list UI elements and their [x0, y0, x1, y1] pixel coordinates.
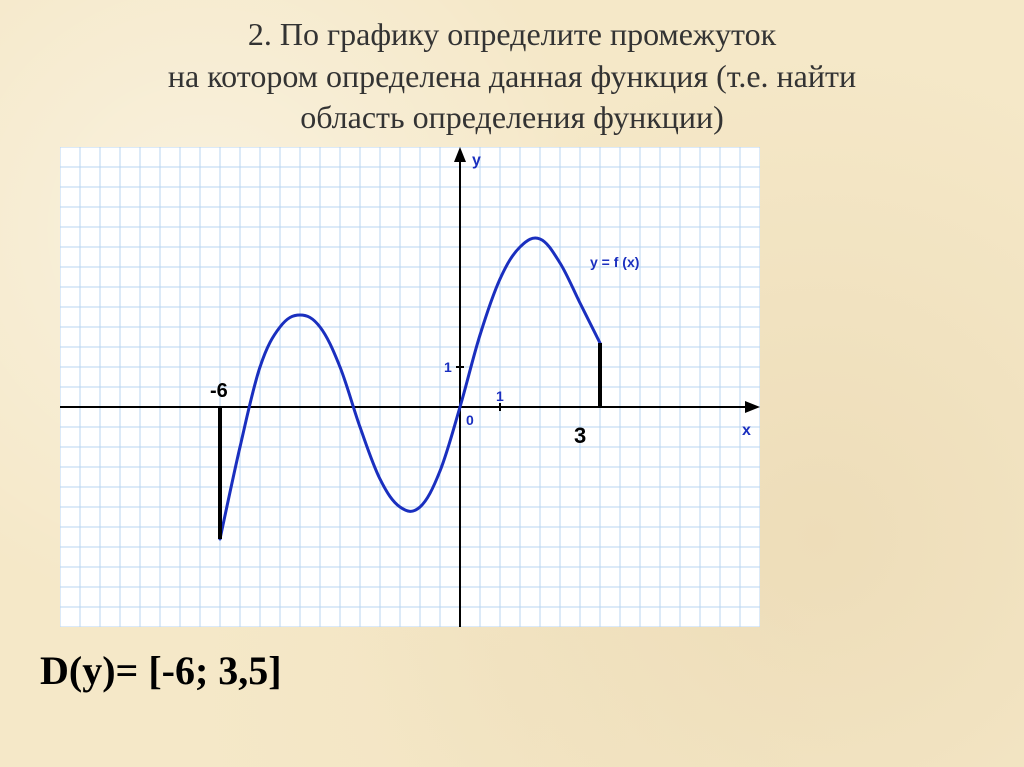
- svg-text:3: 3: [574, 423, 586, 448]
- svg-text:1: 1: [444, 359, 452, 375]
- title-line-3: область определения функции): [300, 99, 724, 135]
- function-chart: y x 0 1 1 -6 3 y = f (x): [60, 147, 760, 627]
- svg-text:1: 1: [496, 388, 504, 404]
- title-line-1: 2. По графику определите промежуток: [248, 16, 776, 52]
- svg-text:y = f (x): y = f (x): [590, 254, 639, 270]
- question-title: 2. По графику определите промежуток на к…: [0, 0, 1024, 147]
- svg-text:0: 0: [466, 412, 474, 428]
- svg-text:x: x: [742, 422, 751, 439]
- answer-text: D(y)= [-6; 3,5]: [0, 647, 1024, 694]
- svg-text:y: y: [472, 152, 481, 169]
- svg-text:-6: -6: [210, 380, 228, 402]
- chart-container: y x 0 1 1 -6 3 y = f (x): [60, 147, 760, 627]
- title-line-2: на котором определена данная функция (т.…: [168, 58, 856, 94]
